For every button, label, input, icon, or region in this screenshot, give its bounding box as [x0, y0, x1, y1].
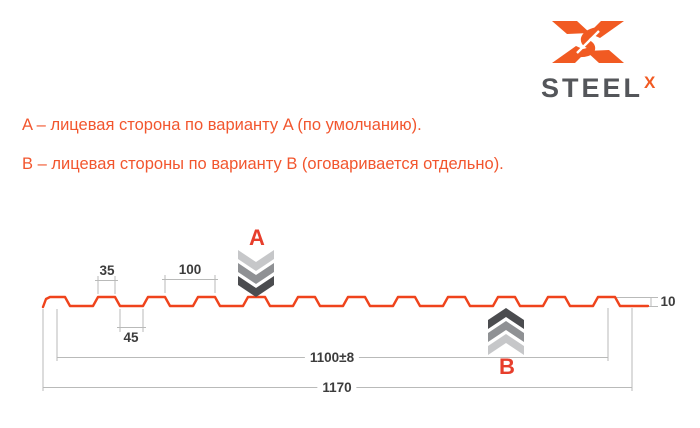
marker-side-b: B	[499, 354, 515, 379]
chevron-up-icon	[488, 334, 524, 355]
note-variant-a: A – лицевая сторона по варианту A (по ум…	[22, 116, 422, 134]
dim-rib-bottom-width: 45	[123, 330, 139, 345]
profile-outline	[41, 295, 650, 309]
dim-overall-width: 1170	[317, 380, 357, 395]
marker-side-a: A	[249, 225, 265, 250]
side-b-chevrons	[488, 308, 524, 355]
steelx-x-icon	[552, 21, 624, 63]
dim-cover-width: 1100±8	[304, 350, 360, 365]
logo-wordmark-accent: X	[644, 73, 656, 92]
dim-rib-top-width: 35	[99, 263, 115, 278]
note-variant-b: B – лицевая стороны по варианту B (огова…	[22, 155, 504, 173]
side-a-chevrons	[238, 250, 274, 297]
chevron-up-icon	[488, 308, 524, 329]
logo-wordmark-text: STEEL	[541, 73, 644, 103]
steelx-logo[interactable]: STEELX	[540, 12, 670, 104]
logo-wordmark: STEELX	[541, 73, 656, 104]
dim-profile-height: 10	[660, 294, 676, 309]
chevron-down-icon	[238, 263, 274, 284]
dim-rib-pitch: 100	[178, 262, 202, 277]
chevron-up-icon	[488, 321, 524, 342]
chevron-down-icon	[238, 250, 274, 271]
chevron-down-icon	[238, 276, 274, 297]
